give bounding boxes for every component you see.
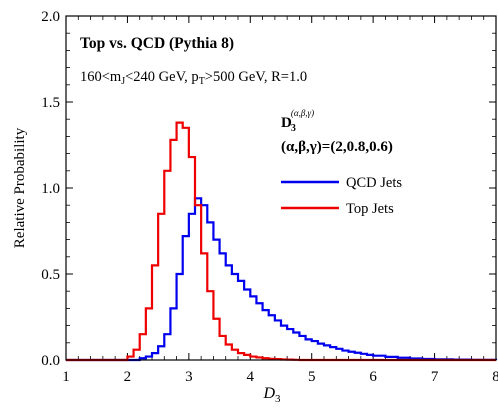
legend-label-qcd: QCD Jets (346, 175, 402, 191)
legend: QCD Jets Top Jets (281, 175, 402, 217)
x-tick-label: 4 (247, 369, 255, 385)
y-tick-label: 0.0 (41, 353, 60, 369)
x-tick-label: 5 (308, 369, 316, 385)
y-tick-label: 1.0 (41, 181, 60, 197)
x-axis-label: D3 (262, 385, 281, 405)
series-layer (66, 123, 496, 360)
y-tick-label: 1.5 (41, 95, 60, 111)
y-tick-label: 2.0 (41, 9, 60, 25)
plot-frame (66, 16, 496, 360)
x-tick-label: 2 (124, 369, 132, 385)
series-line-qcd (66, 198, 496, 360)
tick-labels: 1 2 3 4 5 6 7 8 0.0 0.5 1.0 1.5 2.0 (41, 9, 498, 385)
x-tick-label: 8 (492, 369, 498, 385)
observable-label: D3(α,β,γ) (281, 108, 314, 134)
x-tick-label: 6 (369, 369, 377, 385)
y-axis-label: Relative Probability (12, 127, 28, 248)
legend-label-top: Top Jets (346, 201, 394, 217)
chart-title: Top vs. QCD (Pythia 8) (80, 35, 234, 52)
x-tick-label: 7 (431, 369, 439, 385)
y-tick-label: 0.5 (41, 267, 60, 283)
x-tick-label: 3 (185, 369, 193, 385)
chart-subtitle: 160<mJ<240 GeV, pT>500 GeV, R=1.0 (80, 69, 307, 87)
axis-ticks (66, 16, 496, 360)
x-tick-label: 1 (62, 369, 70, 385)
params-label: (α,β,γ)=(2,0.8,0.6) (281, 139, 393, 155)
